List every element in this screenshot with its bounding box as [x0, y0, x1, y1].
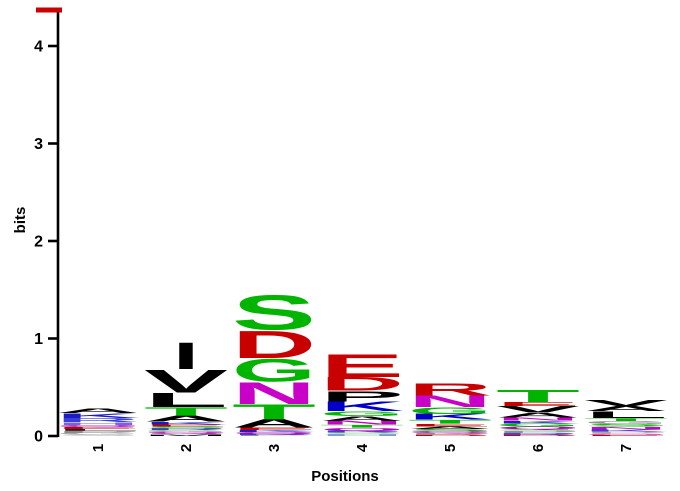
logo-letter-6-V: V: [496, 404, 580, 414]
logo-letter-1-Q: Q: [56, 424, 140, 427]
logo-letter-7-G: G: [584, 420, 668, 425]
logo-letter-3-R: R: [232, 434, 316, 436]
logo-letter-1-A: A: [56, 407, 140, 415]
logo-letter-6-P: P: [496, 431, 580, 434]
logo-letter-5-E: E: [408, 423, 492, 428]
x-axis-label: Positions: [311, 468, 379, 485]
logo-letter-1-E: E: [56, 426, 140, 429]
logo-letter-7-P: P: [584, 431, 668, 434]
logo-letter-5-A: A: [408, 426, 492, 430]
logo-letter-1-S: S: [56, 434, 140, 436]
logo-letter-3-T: T: [232, 400, 316, 424]
logo-letter-7-L: L: [584, 409, 668, 420]
logo-letter-5-Q: Q: [408, 431, 492, 434]
logo-letter-2-A: A: [144, 414, 228, 423]
logo-letter-4-K: K: [320, 399, 404, 414]
logo-letter-6-S: S: [496, 428, 580, 431]
logo-letter-5-K: K: [408, 412, 492, 421]
logo-letter-3-A: A: [232, 417, 316, 430]
y-tick-label: 3: [34, 136, 43, 153]
x-tick-label: 4: [354, 443, 371, 452]
logo-letter-1-G: G: [56, 432, 140, 435]
x-tick-label: 7: [618, 444, 635, 452]
x-tick-label: 2: [178, 444, 195, 452]
logo-letter-2-I: I: [173, 335, 199, 377]
logo-letter-7-Q: Q: [584, 433, 668, 435]
logo-letter-2-P: P: [144, 433, 228, 435]
y-tick-label: 1: [34, 331, 43, 348]
logo-letter-3-E: E: [232, 427, 316, 431]
logo-letter-4-S: S: [320, 432, 404, 435]
logo-letter-1-P: P: [56, 430, 140, 433]
logo-letter-2-G: G: [144, 430, 228, 433]
logo-letter-3-D: D: [232, 323, 316, 367]
y-tick-label: 0: [34, 429, 43, 446]
logo-letter-2-Q: Q: [144, 432, 228, 434]
logo-letter-4-P: P: [320, 388, 404, 405]
logo-letter-7-A: A: [584, 405, 668, 413]
logo-letter-3-Q: Q: [232, 432, 316, 435]
logo-letter-6-R: R: [496, 433, 580, 436]
logo-letter-4-Q: Q: [320, 427, 404, 431]
y-tick-label: 4: [34, 39, 43, 56]
logo-letter-3-P: P: [232, 435, 316, 437]
logo-letter-5-R: R: [408, 379, 492, 399]
logo-letter-6-A: A: [496, 411, 580, 419]
logo-letter-2-L: L: [144, 389, 228, 412]
logo-letter-4-D: D: [320, 373, 404, 394]
logo-letter-7-K: K: [584, 429, 668, 432]
logo-letter-5-S: S: [408, 428, 492, 431]
logo-letter-6-T: T: [496, 386, 580, 406]
logo-letter-7-T: T: [584, 417, 668, 422]
logo-letter-2-M: M: [144, 435, 228, 437]
logo-letter-2-T: T: [144, 405, 228, 419]
x-tick-label: 3: [266, 444, 283, 452]
logo-letter-2-E: E: [144, 424, 228, 427]
logo-letter-4-N: N: [320, 420, 404, 426]
logo-letter-2-R: R: [144, 428, 228, 431]
logo-letter-2-K: K: [144, 421, 228, 425]
logo-letter-3-S: S: [232, 286, 316, 340]
logo-letter-6-Q: Q: [496, 426, 580, 430]
logo-letter-3-K: K: [232, 430, 316, 433]
logo-letter-5-D: D: [408, 435, 492, 437]
logo-letter-1-K: K: [56, 412, 140, 420]
logo-letter-1-L: L: [56, 428, 140, 431]
x-tick-label: 5: [442, 444, 459, 452]
logo-letter-4-A: A: [320, 415, 404, 423]
logo-letter-6-N: N: [496, 416, 580, 421]
logo-letter-4-R: R: [320, 430, 404, 433]
logo-letter-6-D: D: [496, 435, 580, 437]
logo-letter-5-P: P: [408, 433, 492, 436]
logo-letter-1-R: R: [56, 417, 140, 423]
logo-letter-3-N: N: [232, 376, 316, 411]
y-axis-label: bits: [12, 207, 29, 234]
logo-letter-7-V: V: [584, 398, 668, 407]
logo-letter-4-H: H: [320, 434, 404, 437]
y-tick-label: 2: [34, 234, 43, 251]
logo-letter-7-E: E: [584, 435, 668, 437]
logo-letter-5-T: T: [408, 419, 492, 425]
logo-letter-2-S: S: [144, 426, 228, 429]
logo-letter-7-S: S: [584, 423, 668, 427]
x-tick-label: 6: [530, 444, 547, 452]
logo-letter-6-G: G: [496, 423, 580, 428]
logo-letter-4-G: G: [320, 410, 404, 418]
logo-letter-6-E: E: [496, 401, 580, 407]
logo-letter-2-V: V: [144, 363, 228, 399]
x-tick-label: 1: [90, 444, 107, 452]
logo-letter-7-N: N: [584, 426, 668, 431]
logo-letter-6-K: K: [496, 420, 580, 425]
logo-letter-4-E: E: [320, 348, 404, 384]
logo-letter-3-G: G: [232, 352, 316, 388]
logo-letter-5-N: N: [408, 392, 492, 410]
logo-letter-1-H: H: [56, 421, 140, 426]
logo-letter-4-T: T: [320, 424, 404, 429]
logo-letter-5-G: G: [408, 405, 492, 416]
